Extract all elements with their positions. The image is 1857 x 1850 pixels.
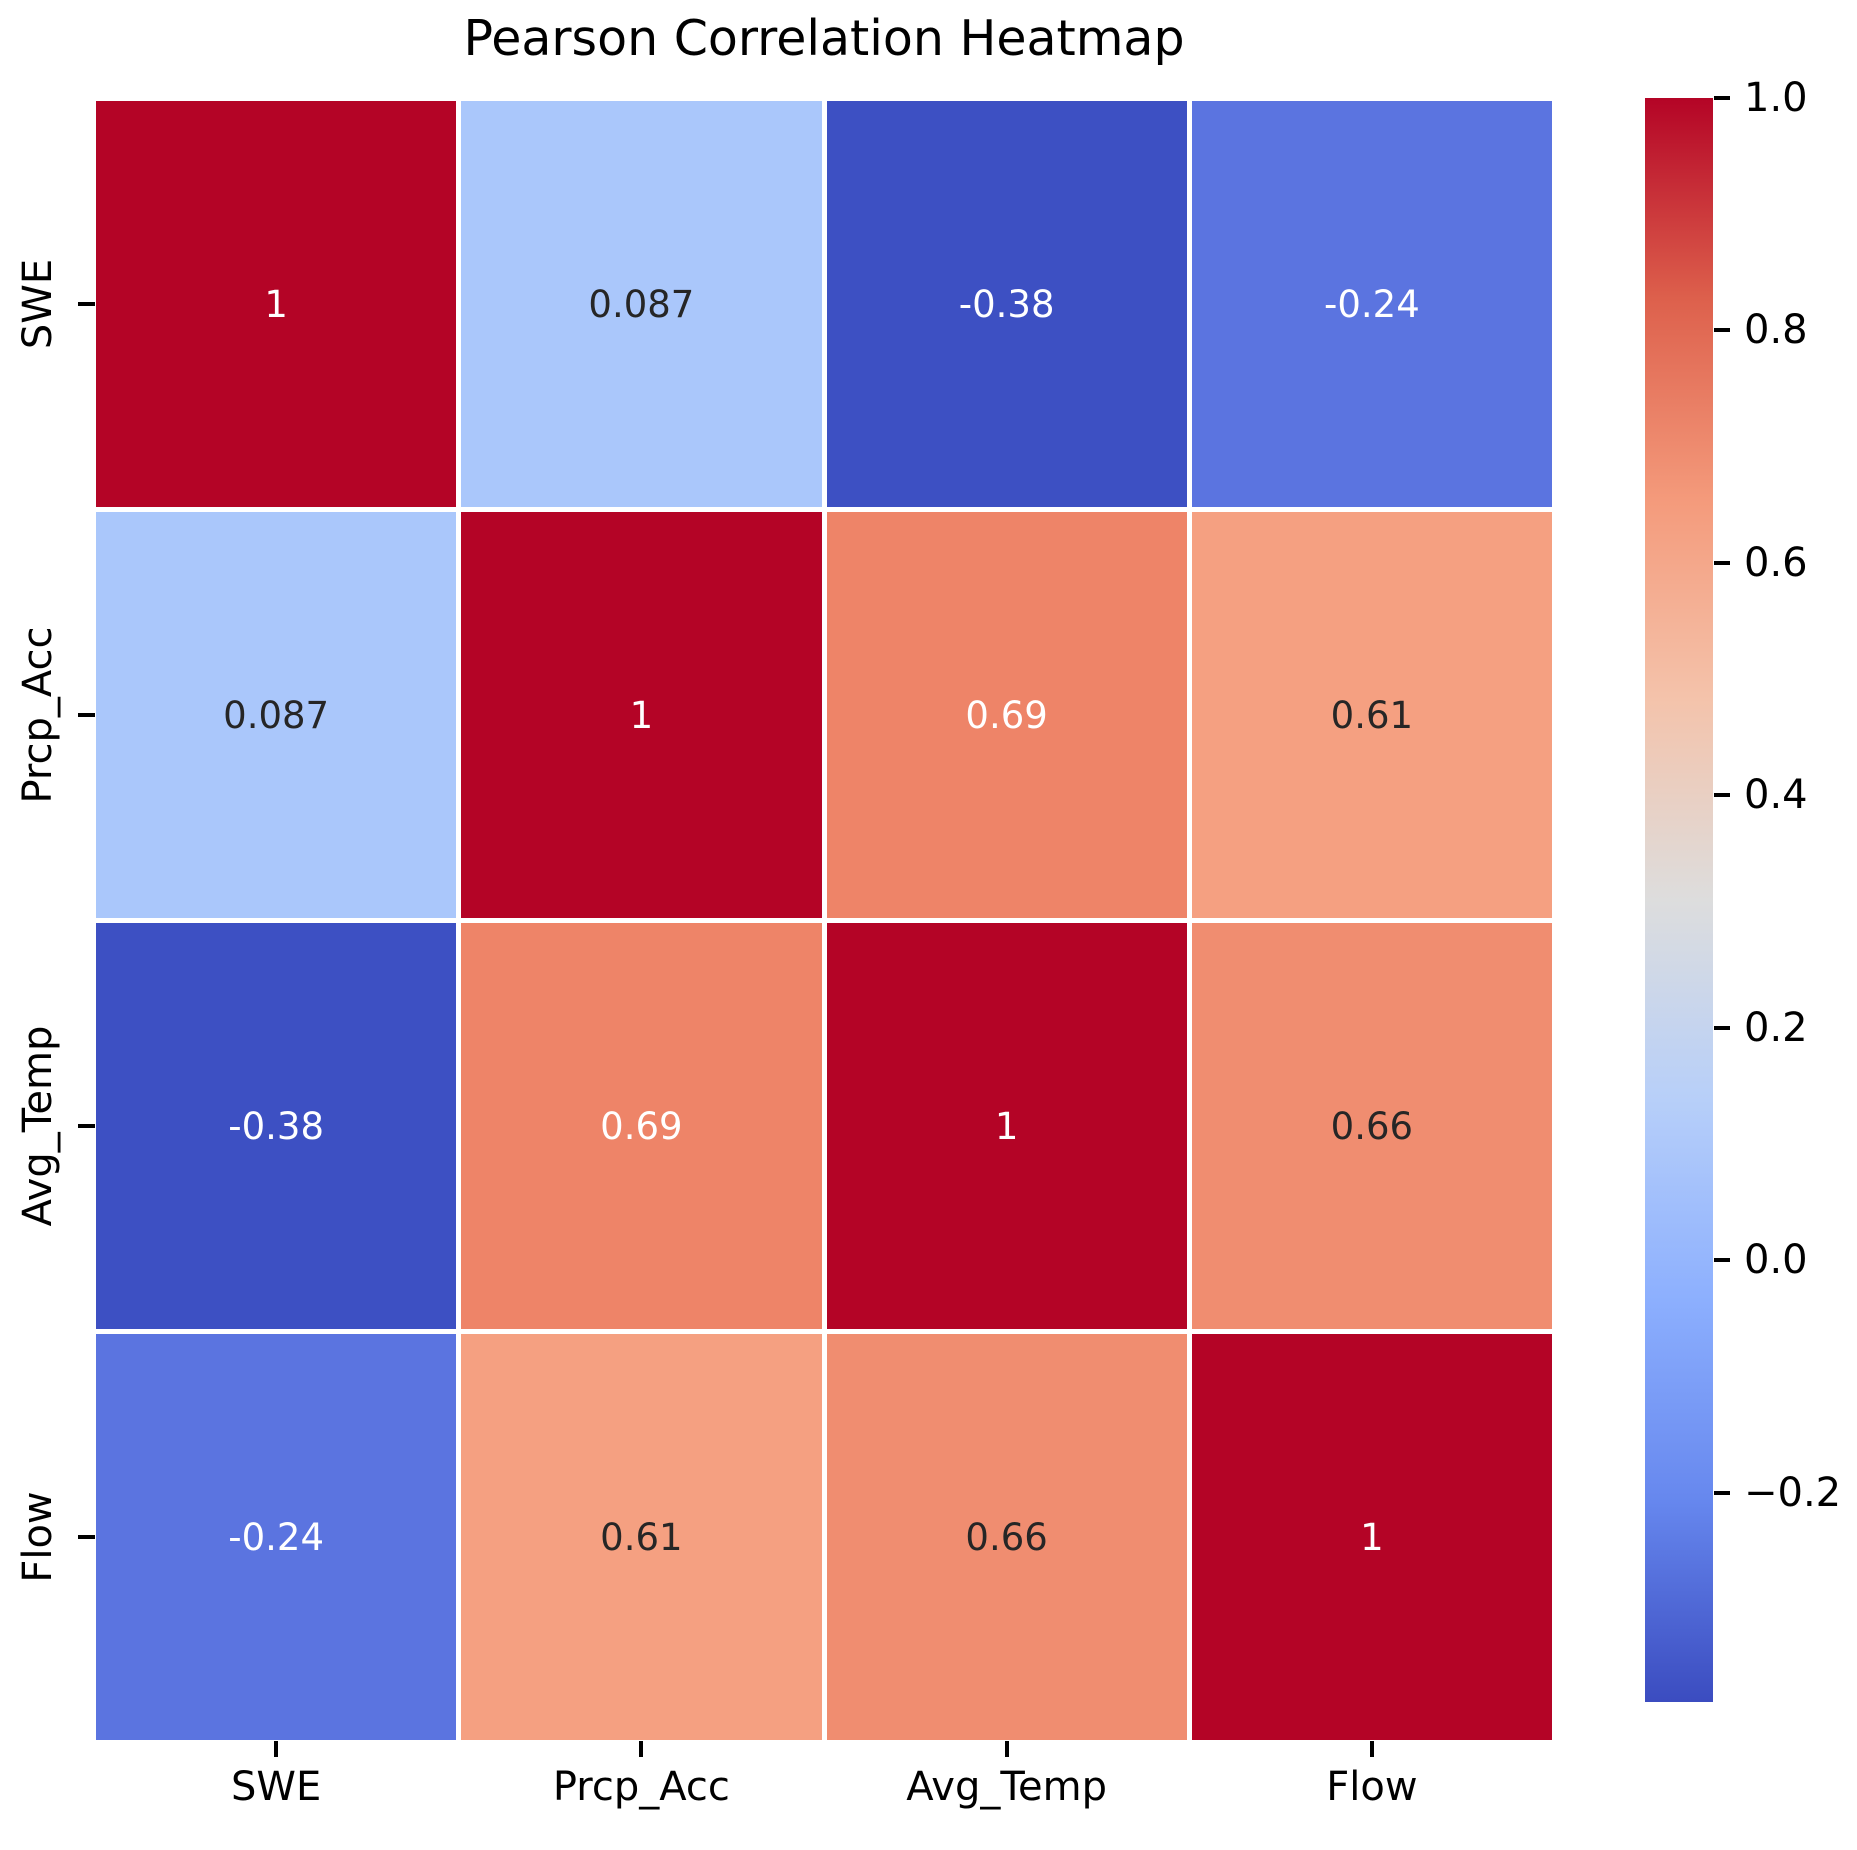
y-tick-mark (78, 302, 95, 306)
heatmap-cell: 1 (96, 101, 457, 507)
heatmap-cell: 1 (461, 512, 822, 918)
cell-value: 0.087 (223, 693, 330, 737)
colorbar-gradient (1645, 98, 1713, 1702)
heatmap-cell: -0.24 (96, 1334, 457, 1740)
heatmap-cell: 0.61 (1191, 512, 1552, 918)
colorbar-tick-label: −0.2 (1744, 1469, 1842, 1516)
y-tick-label: Prcp_Acc (15, 626, 61, 804)
colorbar-tick-mark (1714, 1258, 1730, 1263)
y-tick-label: SWE (15, 258, 61, 350)
heatmap-cell: -0.24 (1191, 101, 1552, 507)
x-tick-mark (274, 1741, 279, 1757)
cell-value: -0.38 (228, 1104, 324, 1148)
x-tick-label: SWE (231, 1764, 322, 1810)
heatmap-cell: 1 (1191, 1334, 1552, 1740)
y-tick-mark (78, 1124, 95, 1128)
x-tick-mark (1004, 1741, 1009, 1757)
x-tick-mark (639, 1741, 644, 1757)
cell-value: 1 (994, 1104, 1019, 1148)
cell-value: -0.24 (228, 1515, 324, 1559)
colorbar-tick-label: 0.8 (1744, 307, 1808, 354)
cell-value: 0.66 (1330, 1104, 1414, 1148)
heatmap-cell: 0.69 (826, 512, 1187, 918)
y-tick-mark (78, 713, 95, 717)
colorbar-tick-mark (1714, 793, 1730, 798)
cell-value: 0.69 (600, 1104, 683, 1148)
y-tick-label: Avg_Temp (15, 1025, 61, 1227)
cell-value: 1 (629, 693, 654, 737)
heatmap-cell: 0.61 (461, 1334, 822, 1740)
heatmap-cell: 0.087 (96, 512, 457, 918)
cell-value: 0.61 (600, 1515, 683, 1559)
y-tick-mark (78, 1535, 95, 1539)
cell-value: 1 (1360, 1515, 1384, 1559)
colorbar-tick-label: 0.6 (1744, 539, 1808, 586)
heatmap-cell: 0.087 (461, 101, 822, 507)
colorbar-tick-mark (1714, 96, 1730, 100)
x-tick-label: Avg_Temp (906, 1764, 1107, 1810)
chart-title: Pearson Correlation Heatmap (463, 10, 1185, 67)
colorbar-tick-mark (1714, 1025, 1730, 1030)
cell-value: 0.66 (965, 1515, 1048, 1559)
cell-value: 0.61 (1330, 693, 1414, 737)
cell-value: -0.38 (958, 282, 1055, 326)
heatmap-cell: 0.66 (826, 1334, 1187, 1740)
heatmap-cell: -0.38 (826, 101, 1187, 507)
cell-value: 1 (264, 282, 288, 326)
y-tick-label: Flow (15, 1491, 61, 1583)
colorbar-tick-label: 0.4 (1744, 772, 1808, 819)
colorbar-tick-label: 0.0 (1744, 1237, 1808, 1284)
cell-value: -0.24 (1324, 282, 1420, 326)
colorbar-tick-label: 0.2 (1744, 1004, 1808, 1051)
colorbar-tick-mark (1714, 328, 1730, 333)
x-tick-label: Flow (1326, 1764, 1418, 1810)
cell-value: 0.69 (965, 693, 1048, 737)
x-tick-mark (1369, 1741, 1374, 1757)
cell-value: 0.087 (588, 282, 695, 326)
x-tick-label: Prcp_Acc (552, 1764, 730, 1810)
colorbar-tick-label: 1.0 (1744, 75, 1808, 121)
heatmap-cell: 0.69 (461, 923, 822, 1329)
colorbar-tick-mark (1714, 560, 1730, 565)
heatmap-grid: 1 0.087 -0.38 -0.24 0.087 1 0.69 0.61 -0.38 0.69 1… (96, 101, 1552, 1740)
heatmap-cell: -0.38 (96, 923, 457, 1329)
heatmap-cell: 1 (826, 923, 1187, 1329)
heatmap-cell: 0.66 (1191, 923, 1552, 1329)
colorbar-tick-mark (1714, 1490, 1730, 1495)
